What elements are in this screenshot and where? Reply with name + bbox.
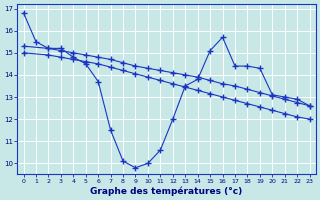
- X-axis label: Graphe des températures (°c): Graphe des températures (°c): [91, 186, 243, 196]
